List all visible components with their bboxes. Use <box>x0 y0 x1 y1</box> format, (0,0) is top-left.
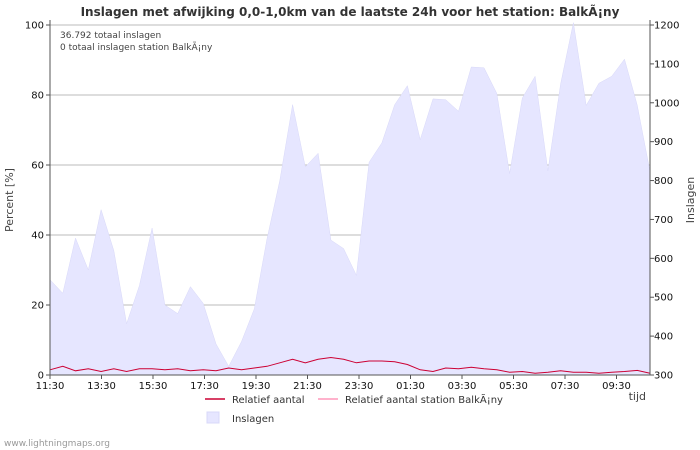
y-tick-right-label: 600 <box>654 254 673 265</box>
chart-title: Inslagen met afwijking 0,0-1,0km van de … <box>81 4 620 19</box>
y-ticks-left: 0 20 40 60 80 100 <box>25 21 50 382</box>
y-tick-right-label: 1000 <box>654 98 679 109</box>
y-tick-right-label: 400 <box>654 332 673 343</box>
legend-label-inslagen: Inslagen <box>232 414 274 425</box>
x-tick-label: 05:30 <box>499 381 528 392</box>
x-tick-label: 13:30 <box>87 381 116 392</box>
x-tick-label: 09:30 <box>602 381 631 392</box>
y-tick-right-label: 900 <box>654 137 673 148</box>
x-tick-label: 15:30 <box>139 381 168 392</box>
x-tick-label: 23:30 <box>345 381 374 392</box>
axes <box>49 20 651 376</box>
y-tick-left-label: 80 <box>31 91 44 102</box>
line-relatief-aantal <box>49 356 651 374</box>
x-axis-label: tijd <box>629 390 646 403</box>
y-tick-right-label: 700 <box>654 215 673 226</box>
legend-label-relatief-station: Relatief aantal station BalkÃ¡ny <box>345 393 503 406</box>
info-total-strikes: 36.792 totaal inslagen <box>60 31 161 41</box>
x-tick-label: 01:30 <box>396 381 425 392</box>
y-ticks-right: 300 400 500 600 700 800 900 1000 1100 1200 <box>650 21 679 382</box>
legend: Relatief aantal Relatief aantal station … <box>205 393 503 425</box>
legend-swatch-inslagen <box>206 411 220 424</box>
y-tick-left-label: 20 <box>31 301 44 312</box>
x-tick-label: 07:30 <box>551 381 580 392</box>
legend-label-relatief: Relatief aantal <box>232 395 305 406</box>
y-tick-right-label: 1100 <box>654 59 679 70</box>
x-tick-label: 03:30 <box>448 381 477 392</box>
y-axis-label-left: Percent [%] <box>3 168 16 232</box>
y-tick-left-label: 60 <box>31 161 44 172</box>
y-tick-left-label: 40 <box>31 231 44 242</box>
x-ticks: 11:30 13:30 15:30 17:30 19:30 21:30 23:30 01:30… <box>36 375 631 392</box>
y-tick-left-label: 0 <box>38 371 44 382</box>
x-tick-label: 11:30 <box>36 381 65 392</box>
info-station-strikes: 0 totaal inslagen station BalkÃ¡ny <box>60 42 213 53</box>
footer-source: www.lightningmaps.org <box>4 439 110 449</box>
x-tick-label: 17:30 <box>190 381 219 392</box>
y-tick-right-label: 800 <box>654 176 673 187</box>
y-tick-right-label: 1200 <box>654 21 679 32</box>
y-tick-left-label: 100 <box>25 21 44 32</box>
area-inslagen <box>49 22 651 376</box>
y-tick-right-label: 300 <box>654 371 673 382</box>
y-tick-right-label: 500 <box>654 293 673 304</box>
y-axis-label-right: Inslagen <box>684 177 697 223</box>
x-tick-label: 19:30 <box>242 381 271 392</box>
x-tick-label: 21:30 <box>293 381 322 392</box>
